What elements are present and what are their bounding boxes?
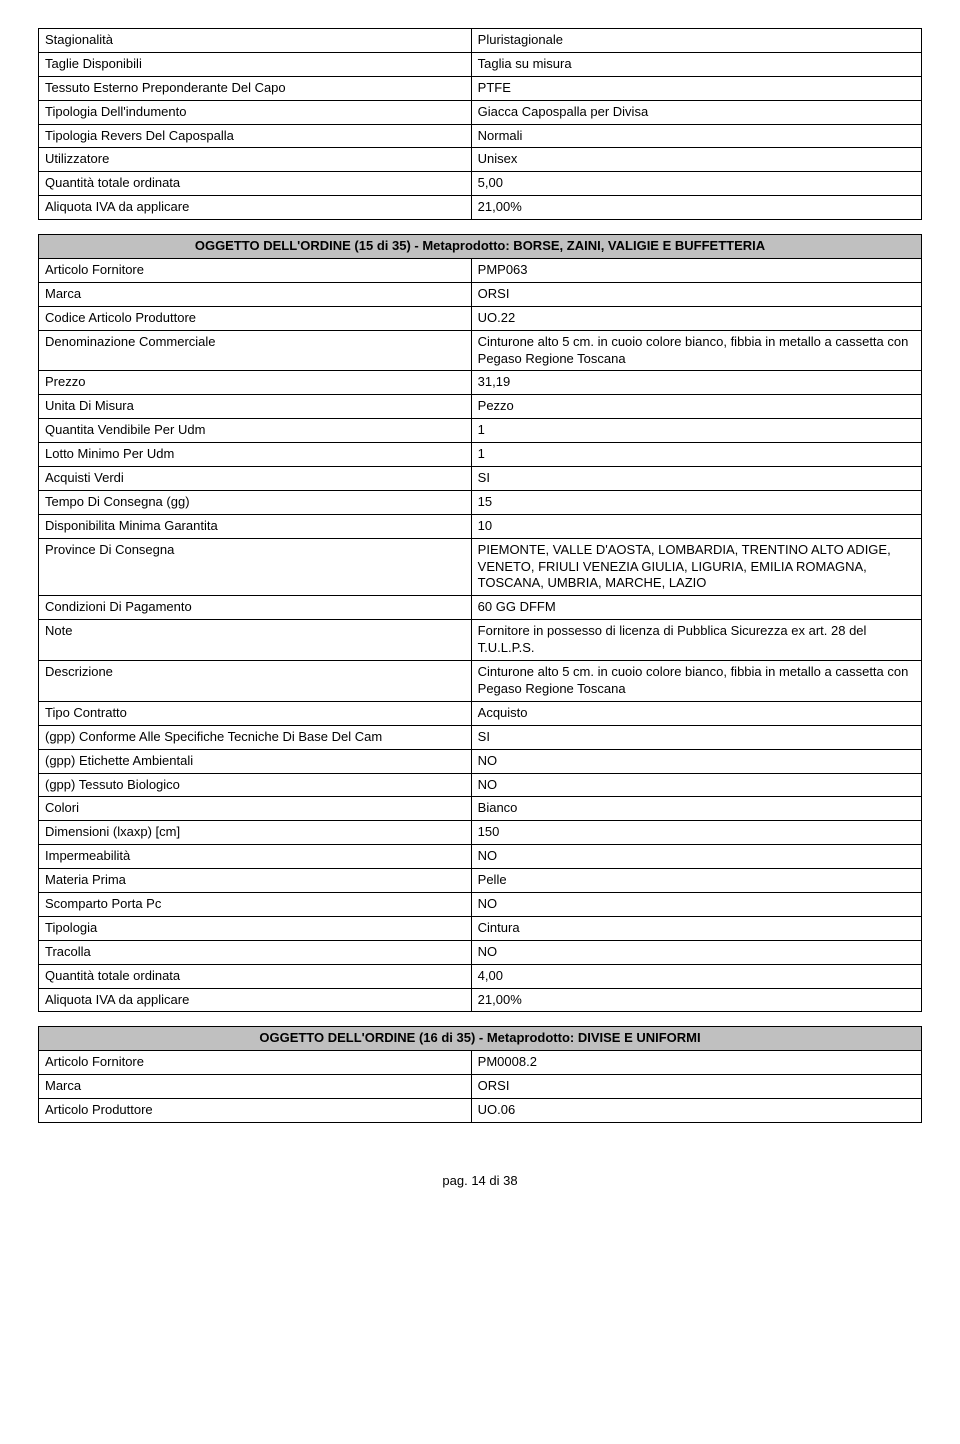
order-table-16: OGGETTO DELL'ORDINE (16 di 35) - Metapro… [38,1026,922,1123]
table1-row-label: Stagionalità [39,29,472,53]
table1-row-label: Tessuto Esterno Preponderante Del Capo [39,76,472,100]
table1-row-value: 21,00% [471,196,921,220]
table2-row-label: Tempo Di Consegna (gg) [39,490,472,514]
table2-row-value: Bianco [471,797,921,821]
order-15-header: OGGETTO DELL'ORDINE (15 di 35) - Metapro… [39,235,922,259]
table2-row-label: Descrizione [39,661,472,702]
table1-row-label: Aliquota IVA da applicare [39,196,472,220]
table1-row-value: Normali [471,124,921,148]
table2-row-label: Prezzo [39,371,472,395]
table2-row-value: 1 [471,443,921,467]
table2-row-value: 21,00% [471,988,921,1012]
table2-row-label: Marca [39,282,472,306]
table2-row-value: NO [471,892,921,916]
table2-row-value: NO [471,940,921,964]
table1-row-value: 5,00 [471,172,921,196]
table3-row-label: Articolo Produttore [39,1099,472,1123]
table3-row-label: Articolo Fornitore [39,1051,472,1075]
table2-row-label: Tracolla [39,940,472,964]
table2-row-value: 31,19 [471,371,921,395]
table2-row-label: Denominazione Commerciale [39,330,472,371]
table2-row-value: NO [471,773,921,797]
table2-row-value: Acquisto [471,701,921,725]
table2-row-label: Impermeabilità [39,845,472,869]
table2-row-label: (gpp) Conforme Alle Specifiche Tecniche … [39,725,472,749]
table2-row-value: 4,00 [471,964,921,988]
table2-row-label: Unita Di Misura [39,395,472,419]
table3-row-value: PM0008.2 [471,1051,921,1075]
table1-row-label: Quantità totale ordinata [39,172,472,196]
table2-row-value: SI [471,725,921,749]
table2-row-label: Disponibilita Minima Garantita [39,514,472,538]
table2-row-label: Quantita Vendibile Per Udm [39,419,472,443]
table2-row-label: Condizioni Di Pagamento [39,596,472,620]
page-footer: pag. 14 di 38 [38,1173,922,1188]
table1-row-value: Taglia su misura [471,52,921,76]
table2-row-label: Codice Articolo Produttore [39,306,472,330]
table2-row-label: Tipologia [39,916,472,940]
table2-row-label: Scomparto Porta Pc [39,892,472,916]
table2-row-label: Note [39,620,472,661]
table2-row-label: Aliquota IVA da applicare [39,988,472,1012]
table2-row-value: Pelle [471,869,921,893]
table1-row-value: Unisex [471,148,921,172]
order-16-header: OGGETTO DELL'ORDINE (16 di 35) - Metapro… [39,1027,922,1051]
table1-row-value: Giacca Capospalla per Divisa [471,100,921,124]
table1-row-label: Tipologia Revers Del Capospalla [39,124,472,148]
table2-row-value: 10 [471,514,921,538]
table2-row-value: 150 [471,821,921,845]
table2-row-label: (gpp) Etichette Ambientali [39,749,472,773]
properties-table-1: StagionalitàPluristagionaleTaglie Dispon… [38,28,922,220]
table2-row-value: Cinturone alto 5 cm. in cuoio colore bia… [471,661,921,702]
table3-row-value: UO.06 [471,1099,921,1123]
table2-row-label: Province Di Consegna [39,538,472,596]
table2-row-value: UO.22 [471,306,921,330]
table2-row-value: ORSI [471,282,921,306]
table2-row-label: Tipo Contratto [39,701,472,725]
table1-row-value: Pluristagionale [471,29,921,53]
table2-row-label: Colori [39,797,472,821]
table1-row-value: PTFE [471,76,921,100]
table3-row-value: ORSI [471,1075,921,1099]
table2-row-value: Cinturone alto 5 cm. in cuoio colore bia… [471,330,921,371]
table2-row-label: Materia Prima [39,869,472,893]
table1-row-label: Taglie Disponibili [39,52,472,76]
table2-row-label: Acquisti Verdi [39,467,472,491]
table2-row-value: SI [471,467,921,491]
table1-row-label: Utilizzatore [39,148,472,172]
table1-row-label: Tipologia Dell'indumento [39,100,472,124]
table2-row-value: 15 [471,490,921,514]
table2-row-label: Dimensioni (lxaxp) [cm] [39,821,472,845]
table2-row-value: Cintura [471,916,921,940]
table2-row-value: PMP063 [471,259,921,283]
table3-row-label: Marca [39,1075,472,1099]
table2-row-value: NO [471,749,921,773]
table2-row-value: Pezzo [471,395,921,419]
table2-row-label: Articolo Fornitore [39,259,472,283]
table2-row-value: PIEMONTE, VALLE D'AOSTA, LOMBARDIA, TREN… [471,538,921,596]
table2-row-label: Lotto Minimo Per Udm [39,443,472,467]
table2-row-value: 60 GG DFFM [471,596,921,620]
table2-row-value: NO [471,845,921,869]
order-table-15: OGGETTO DELL'ORDINE (15 di 35) - Metapro… [38,234,922,1012]
table2-row-value: 1 [471,419,921,443]
table2-row-label: Quantità totale ordinata [39,964,472,988]
table2-row-value: Fornitore in possesso di licenza di Pubb… [471,620,921,661]
table2-row-label: (gpp) Tessuto Biologico [39,773,472,797]
